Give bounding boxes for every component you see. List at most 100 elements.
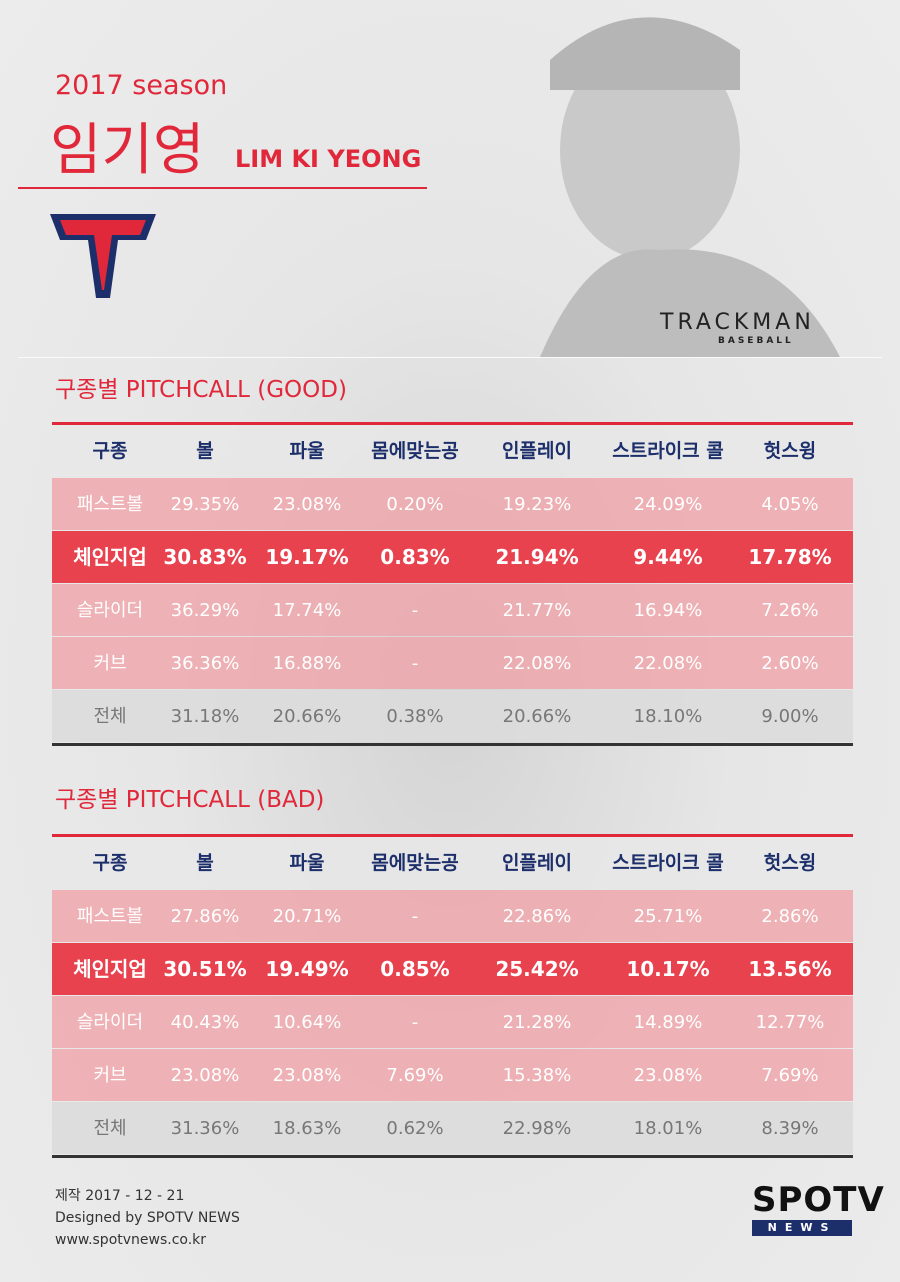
table-cell: 19.23% <box>502 494 572 515</box>
table-cell: 22.98% <box>502 1118 572 1139</box>
column-header: 파울 <box>289 852 325 874</box>
table-cell: 31.36% <box>170 1118 240 1139</box>
player-name-ko: 임기영 <box>50 118 205 183</box>
table-cell: 31.18% <box>170 706 240 727</box>
table-row <box>52 690 853 742</box>
table-cell: 체인지업 <box>73 545 147 569</box>
table-top-rule <box>52 834 853 837</box>
column-header: 볼 <box>196 852 214 874</box>
table-cell: 18.01% <box>633 1118 703 1139</box>
column-header: 구종 <box>92 440 128 462</box>
table-row <box>52 943 853 995</box>
table-cell: 18.63% <box>272 1118 342 1139</box>
credit-line: www.spotvnews.co.kr <box>55 1232 207 1248</box>
table-cell: 24.09% <box>633 494 703 515</box>
divider <box>18 357 882 358</box>
table-row <box>52 478 853 530</box>
table-cell: 체인지업 <box>73 957 147 981</box>
table-cell: 14.89% <box>633 1012 703 1033</box>
table-cell: 7.69% <box>386 1065 444 1086</box>
column-header: 스트라이크 콜 <box>612 852 724 874</box>
table-cell: 9.00% <box>761 706 819 727</box>
column-header: 인플레이 <box>502 852 572 874</box>
table-cell: - <box>411 600 419 621</box>
table-cell: 커브 <box>93 653 127 674</box>
table-cell: 20.66% <box>272 706 342 727</box>
table-row <box>52 1049 853 1101</box>
table-cell: 23.08% <box>633 1065 703 1086</box>
table-row <box>52 584 853 636</box>
table-cell: 36.36% <box>170 653 240 674</box>
table-cell: 17.78% <box>748 545 832 569</box>
brand-sub: BASEBALL <box>718 336 794 346</box>
spotv-logo: SPOTV NEWS <box>752 1180 884 1236</box>
table-cell: 22.08% <box>633 653 703 674</box>
table-cell: 슬라이더 <box>76 1012 144 1033</box>
table-cell: 29.35% <box>170 494 240 515</box>
table-cell: 16.94% <box>633 600 703 621</box>
season: 2017 season <box>55 70 228 101</box>
divider <box>18 187 427 189</box>
table-cell: 19.49% <box>265 957 349 981</box>
table-cell: 패스트볼 <box>76 906 144 927</box>
header-row <box>52 837 853 890</box>
table-cell: 13.56% <box>748 957 832 981</box>
table-cell: 슬라이더 <box>76 600 144 621</box>
table-cell: 18.10% <box>633 706 703 727</box>
table-cell: 17.74% <box>272 600 342 621</box>
column-header: 스트라이크 콜 <box>612 440 724 462</box>
column-header: 헛스윙 <box>763 440 817 462</box>
table-cell: - <box>411 653 419 674</box>
table-cell: 0.85% <box>380 957 450 981</box>
table-cell: 15.38% <box>502 1065 572 1086</box>
table-cell: 패스트볼 <box>76 494 144 515</box>
brand: TRACKMAN <box>660 310 815 335</box>
table-cell: 16.88% <box>272 653 342 674</box>
table-cell: 27.86% <box>170 906 240 927</box>
table-cell: 8.39% <box>761 1118 819 1139</box>
table-cell: 0.20% <box>386 494 444 515</box>
column-header: 헛스윙 <box>763 852 817 874</box>
column-header: 몸에맞는공 <box>371 440 459 462</box>
table-title: 구종별 PITCHCALL (BAD) <box>55 787 325 813</box>
table-cell: 30.83% <box>163 545 247 569</box>
table-cell: 0.83% <box>380 545 450 569</box>
credit-line: 제작 2017 - 12 - 21 <box>55 1188 185 1204</box>
table-cell: 23.08% <box>272 1065 342 1086</box>
table-cell: 40.43% <box>170 1012 240 1033</box>
table-cell: 21.28% <box>502 1012 572 1033</box>
table-cell: 12.77% <box>755 1012 825 1033</box>
table-cell: 7.69% <box>761 1065 819 1086</box>
table-cell: 9.44% <box>633 545 703 569</box>
table-cell: 22.86% <box>502 906 572 927</box>
column-header: 인플레이 <box>502 440 572 462</box>
credit-line: Designed by SPOTV NEWS <box>55 1210 240 1226</box>
column-header: 몸에맞는공 <box>371 852 459 874</box>
logo-sub: NEWS <box>752 1220 852 1236</box>
table-cell: 10.64% <box>272 1012 342 1033</box>
table-cell: 4.05% <box>761 494 819 515</box>
player-name-en: LIM KI YEONG <box>235 145 422 173</box>
team-logo <box>50 214 156 298</box>
table-cell: 0.38% <box>386 706 444 727</box>
table-row <box>52 890 853 942</box>
table-row <box>52 996 853 1048</box>
table-cell: - <box>411 906 419 927</box>
table-bottom-rule <box>52 743 853 746</box>
table-title: 구종별 PITCHCALL (GOOD) <box>55 377 347 403</box>
table-cell: 23.08% <box>272 494 342 515</box>
table-row <box>52 531 853 583</box>
table-row <box>52 637 853 689</box>
table-cell: - <box>411 1012 419 1033</box>
table-cell: 커브 <box>93 1065 127 1086</box>
table-cell: 10.17% <box>626 957 710 981</box>
column-header: 구종 <box>92 852 128 874</box>
table-cell: 21.94% <box>495 545 579 569</box>
table-cell: 20.66% <box>502 706 572 727</box>
table-cell: 2.60% <box>761 653 819 674</box>
table-cell: 0.62% <box>386 1118 444 1139</box>
table-cell: 19.17% <box>265 545 349 569</box>
column-header: 파울 <box>289 440 325 462</box>
player-photo <box>540 17 840 357</box>
